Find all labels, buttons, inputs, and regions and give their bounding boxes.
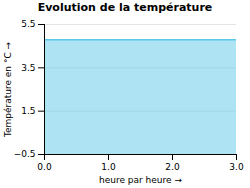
svg-text:5.5: 5.5 [21, 19, 35, 29]
svg-text:−0.5: −0.5 [14, 149, 36, 159]
svg-text:1.5: 1.5 [21, 106, 35, 116]
svg-text:heure par heure →: heure par heure → [99, 175, 182, 185]
svg-text:2.0: 2.0 [165, 162, 180, 172]
svg-text:Température en °C →: Température en °C → [3, 41, 13, 138]
svg-text:1.0: 1.0 [101, 162, 116, 172]
html-text:Evolution de la température: Evolution de la température [37, 1, 213, 14]
svg-text:3.0: 3.0 [229, 162, 244, 172]
svg-text:0.0: 0.0 [37, 162, 52, 172]
svg-text:3.5: 3.5 [21, 63, 35, 73]
